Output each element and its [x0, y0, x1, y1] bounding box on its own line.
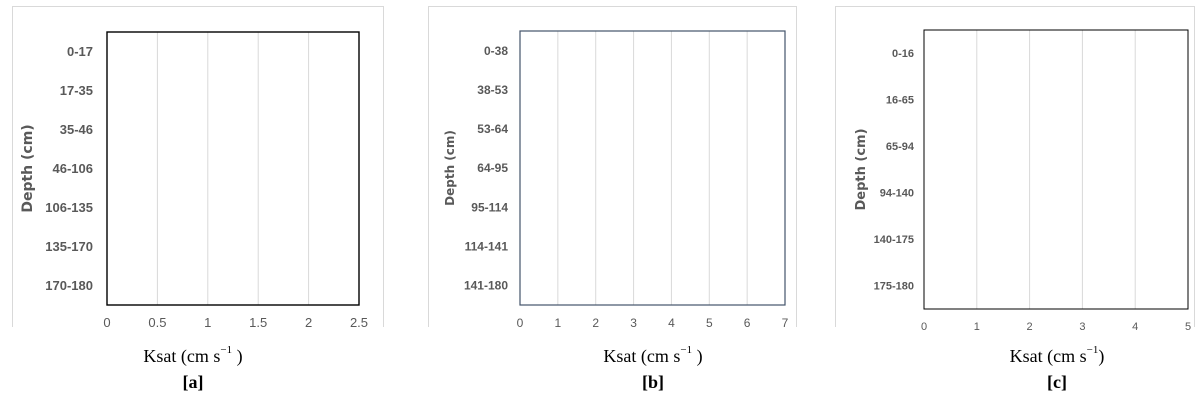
x-tick-label-b-5: 5	[706, 316, 713, 330]
x-tick-label-c-0: 0	[921, 321, 927, 331]
y-tick-label-c-5: 175-180	[874, 281, 914, 293]
x-axis-label-a-tail: )	[232, 346, 243, 366]
chart-panel-a: 0 0.5 1 1.5 2 2.5 0-17 17-35 35-46 46-106 106-135 1…	[12, 6, 384, 331]
y-axis-title-b: Depth (cm)	[443, 130, 457, 206]
x-tick-label-a-3: 1.5	[249, 315, 267, 330]
x-axis-label-a-base: Ksat (cm s	[143, 346, 221, 366]
panel-caption-c: [c]	[1047, 372, 1067, 392]
x-tick-label-b-3: 3	[630, 316, 637, 330]
x-axis-label-c: Ksat (cm s−1)	[962, 344, 1152, 367]
panel-caption-b: [b]	[642, 372, 664, 392]
x-axis-label-b-tail: )	[692, 346, 703, 366]
y-tick-label-c-4: 140-175	[874, 234, 914, 246]
x-tick-label-c-3: 3	[1079, 321, 1085, 331]
y-tick-label-b-4: 95-114	[471, 200, 508, 214]
plot-area-b	[520, 31, 785, 305]
y-axis-title-a: Depth (cm)	[20, 124, 36, 212]
x-tick-label-a-4: 2	[305, 315, 312, 330]
x-tick-label-b-1: 1	[555, 316, 562, 330]
plot-border-a	[106, 31, 360, 306]
y-tick-label-a-2: 35-46	[60, 122, 93, 137]
y-tick-label-c-1: 16-65	[886, 95, 914, 107]
y-tick-label-c-0: 0-16	[892, 48, 914, 60]
x-axis-label-c-tail: )	[1098, 346, 1105, 366]
y-tick-label-c-3: 94-140	[880, 188, 914, 200]
chart-svg-b: 0 1 2 3 4 5 6 7 0-38 38-53 53-64 64-95 95-114 114-141…	[428, 6, 797, 331]
y-tick-label-a-4: 106-135	[45, 200, 93, 215]
x-axis-label-a-sup: −1	[220, 344, 233, 356]
x-tick-label-a-0: 0	[103, 315, 110, 330]
plot-area-a	[107, 32, 359, 305]
x-axis-label-c-base: Ksat (cm s	[1009, 346, 1087, 366]
panel-caption-a: [a]	[182, 372, 204, 392]
y-tick-label-a-3: 46-106	[53, 161, 93, 176]
y-tick-label-b-5: 114-141	[465, 239, 509, 253]
x-axis-label-b-base: Ksat (cm s	[603, 346, 681, 366]
x-tick-label-b-7: 7	[782, 316, 789, 330]
y-tick-label-a-0: 0-17	[67, 44, 93, 59]
x-tick-label-c-4: 4	[1132, 321, 1138, 331]
x-tick-label-b-4: 4	[668, 316, 675, 330]
x-tick-label-a-5: 2.5	[350, 315, 368, 330]
plot-border-b	[519, 30, 786, 306]
x-axis-label-b-sup: −1	[680, 344, 693, 356]
x-tick-label-c-1: 1	[974, 321, 980, 331]
chart-svg-c: 0 1 2 3 4 5 0-16 16-65 65-94 94-140 140-175 175-180…	[835, 6, 1195, 331]
frame-crop-b	[428, 327, 797, 331]
plot-border-c	[923, 29, 1189, 310]
y-tick-label-b-6: 141-180	[464, 279, 508, 293]
frame-crop-c	[835, 327, 1195, 331]
y-tick-label-a-6: 170-180	[45, 278, 93, 293]
frame-crop-a	[12, 327, 384, 331]
x-axis-label-a: Ksat (cm s−1 )	[98, 344, 288, 367]
x-tick-label-b-6: 6	[744, 316, 751, 330]
x-axis-label-b: Ksat (cm s−1 )	[558, 344, 748, 367]
y-tick-label-c-2: 65-94	[886, 141, 915, 153]
y-tick-label-a-5: 135-170	[45, 239, 93, 254]
x-tick-label-a-2: 1	[204, 315, 211, 330]
chart-panel-c: 0 1 2 3 4 5 0-16 16-65 65-94 94-140 140-175 175-180…	[835, 6, 1195, 331]
y-axis-title-c: Depth (cm)	[854, 128, 869, 210]
x-tick-label-b-0: 0	[517, 316, 524, 330]
x-tick-label-a-1: 0.5	[148, 315, 166, 330]
chart-svg-a: 0 0.5 1 1.5 2 2.5 0-17 17-35 35-46 46-106 106-135 1…	[12, 6, 384, 331]
x-tick-label-c-5: 5	[1185, 321, 1191, 331]
y-tick-label-b-2: 53-64	[477, 122, 508, 136]
y-tick-label-b-1: 38-53	[477, 83, 508, 97]
x-tick-label-b-2: 2	[592, 316, 599, 330]
plot-area-c	[924, 30, 1188, 309]
chart-panel-b: 0 1 2 3 4 5 6 7 0-38 38-53 53-64 64-95 95-114 114-141…	[428, 6, 797, 331]
y-tick-label-b-3: 64-95	[477, 161, 508, 175]
y-tick-label-a-1: 17-35	[60, 83, 93, 98]
x-axis-label-c-sup: −1	[1086, 344, 1099, 356]
x-tick-label-c-2: 2	[1027, 321, 1033, 331]
y-tick-label-b-0: 0-38	[484, 44, 508, 58]
